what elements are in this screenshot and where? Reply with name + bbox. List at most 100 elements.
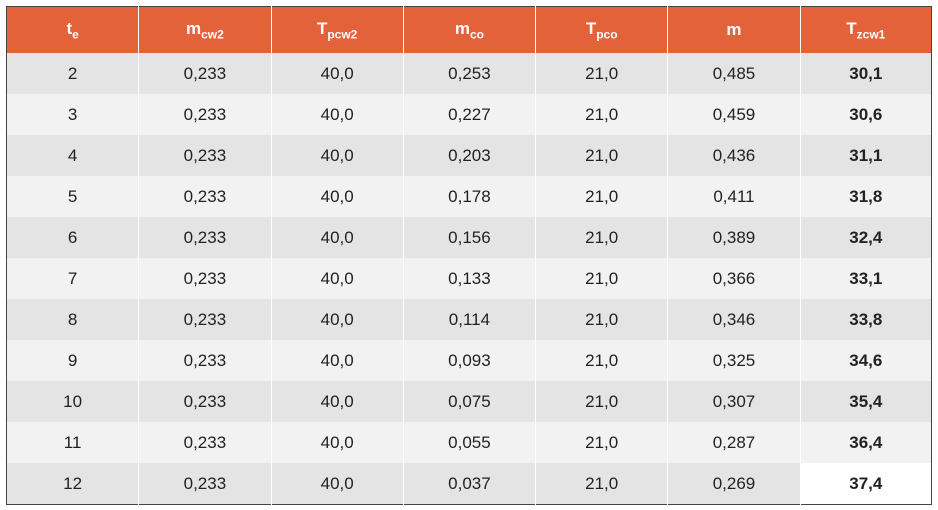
table-cell: 0,233 bbox=[139, 422, 271, 463]
table-cell: 34,6 bbox=[800, 340, 931, 381]
table-row: 30,23340,00,22721,00,45930,6 bbox=[7, 94, 932, 135]
table-cell: 7 bbox=[7, 258, 139, 299]
table-cell: 0,233 bbox=[139, 340, 271, 381]
column-header-main: m bbox=[186, 19, 201, 38]
table-cell: 21,0 bbox=[536, 422, 668, 463]
table-cell: 31,8 bbox=[800, 176, 931, 217]
table-cell: 0,233 bbox=[139, 53, 271, 94]
column-header: Tpco bbox=[536, 7, 668, 54]
table-row: 20,23340,00,25321,00,48530,1 bbox=[7, 53, 932, 94]
table-cell: 0,233 bbox=[139, 381, 271, 422]
table-cell: 0,389 bbox=[668, 217, 800, 258]
table-cell: 37,4 bbox=[800, 463, 931, 505]
table-cell: 3 bbox=[7, 94, 139, 135]
table-cell: 31,1 bbox=[800, 135, 931, 176]
table-cell: 8 bbox=[7, 299, 139, 340]
table-cell: 11 bbox=[7, 422, 139, 463]
table-cell: 30,1 bbox=[800, 53, 931, 94]
table-cell: 0,366 bbox=[668, 258, 800, 299]
table-cell: 30,6 bbox=[800, 94, 931, 135]
table-cell: 36,4 bbox=[800, 422, 931, 463]
table-cell: 0,253 bbox=[403, 53, 535, 94]
header-row: temcw2Tpcw2mcoTpcomTzcw1 bbox=[7, 7, 932, 54]
table-container: temcw2Tpcw2mcoTpcomTzcw1 20,23340,00,253… bbox=[0, 0, 938, 510]
column-header-main: m bbox=[455, 19, 470, 38]
table-cell: 40,0 bbox=[271, 422, 403, 463]
column-header-sub: co bbox=[470, 27, 484, 41]
column-header-main: T bbox=[846, 19, 856, 38]
table-cell: 21,0 bbox=[536, 135, 668, 176]
table-cell: 5 bbox=[7, 176, 139, 217]
table-cell: 40,0 bbox=[271, 135, 403, 176]
table-cell: 21,0 bbox=[536, 463, 668, 505]
table-row: 40,23340,00,20321,00,43631,1 bbox=[7, 135, 932, 176]
table-cell: 0,233 bbox=[139, 217, 271, 258]
table-body: 20,23340,00,25321,00,48530,130,23340,00,… bbox=[7, 53, 932, 505]
column-header: m bbox=[668, 7, 800, 54]
table-cell: 40,0 bbox=[271, 53, 403, 94]
table-cell: 12 bbox=[7, 463, 139, 505]
data-table: temcw2Tpcw2mcoTpcomTzcw1 20,23340,00,253… bbox=[6, 6, 932, 505]
table-cell: 21,0 bbox=[536, 381, 668, 422]
table-row: 110,23340,00,05521,00,28736,4 bbox=[7, 422, 932, 463]
table-cell: 0,233 bbox=[139, 463, 271, 505]
table-cell: 0,287 bbox=[668, 422, 800, 463]
column-header-main: T bbox=[317, 19, 327, 38]
table-cell: 21,0 bbox=[536, 176, 668, 217]
table-cell: 40,0 bbox=[271, 299, 403, 340]
column-header-sub: zcw1 bbox=[857, 27, 886, 41]
table-cell: 0,233 bbox=[139, 176, 271, 217]
table-cell: 21,0 bbox=[536, 94, 668, 135]
table-cell: 0,325 bbox=[668, 340, 800, 381]
table-cell: 0,114 bbox=[403, 299, 535, 340]
table-cell: 10 bbox=[7, 381, 139, 422]
table-row: 70,23340,00,13321,00,36633,1 bbox=[7, 258, 932, 299]
table-row: 100,23340,00,07521,00,30735,4 bbox=[7, 381, 932, 422]
table-row: 120,23340,00,03721,00,26937,4 bbox=[7, 463, 932, 505]
table-cell: 0,203 bbox=[403, 135, 535, 176]
column-header: mcw2 bbox=[139, 7, 271, 54]
column-header-sub: pcw2 bbox=[327, 27, 357, 41]
table-cell: 0,233 bbox=[139, 94, 271, 135]
table-cell: 0,233 bbox=[139, 135, 271, 176]
table-cell: 9 bbox=[7, 340, 139, 381]
table-cell: 40,0 bbox=[271, 258, 403, 299]
table-cell: 21,0 bbox=[536, 217, 668, 258]
table-cell: 4 bbox=[7, 135, 139, 176]
table-cell: 21,0 bbox=[536, 299, 668, 340]
table-cell: 0,485 bbox=[668, 53, 800, 94]
table-cell: 2 bbox=[7, 53, 139, 94]
table-head: temcw2Tpcw2mcoTpcomTzcw1 bbox=[7, 7, 932, 54]
column-header-main: T bbox=[586, 19, 596, 38]
table-cell: 0,307 bbox=[668, 381, 800, 422]
table-cell: 21,0 bbox=[536, 53, 668, 94]
table-cell: 0,233 bbox=[139, 299, 271, 340]
table-cell: 40,0 bbox=[271, 381, 403, 422]
table-cell: 0,037 bbox=[403, 463, 535, 505]
column-header: te bbox=[7, 7, 139, 54]
column-header-sub: cw2 bbox=[201, 27, 224, 41]
table-row: 60,23340,00,15621,00,38932,4 bbox=[7, 217, 932, 258]
table-cell: 40,0 bbox=[271, 340, 403, 381]
table-cell: 33,1 bbox=[800, 258, 931, 299]
column-header: Tpcw2 bbox=[271, 7, 403, 54]
table-cell: 0,055 bbox=[403, 422, 535, 463]
table-row: 50,23340,00,17821,00,41131,8 bbox=[7, 176, 932, 217]
table-cell: 0,133 bbox=[403, 258, 535, 299]
table-cell: 33,8 bbox=[800, 299, 931, 340]
table-cell: 0,411 bbox=[668, 176, 800, 217]
table-cell: 35,4 bbox=[800, 381, 931, 422]
table-cell: 0,346 bbox=[668, 299, 800, 340]
table-cell: 0,233 bbox=[139, 258, 271, 299]
table-cell: 6 bbox=[7, 217, 139, 258]
table-cell: 21,0 bbox=[536, 258, 668, 299]
table-row: 80,23340,00,11421,00,34633,8 bbox=[7, 299, 932, 340]
table-cell: 0,459 bbox=[668, 94, 800, 135]
table-cell: 0,269 bbox=[668, 463, 800, 505]
table-cell: 40,0 bbox=[271, 217, 403, 258]
table-cell: 21,0 bbox=[536, 340, 668, 381]
table-cell: 0,178 bbox=[403, 176, 535, 217]
column-header-sub: pco bbox=[596, 27, 617, 41]
table-cell: 0,227 bbox=[403, 94, 535, 135]
table-cell: 0,075 bbox=[403, 381, 535, 422]
